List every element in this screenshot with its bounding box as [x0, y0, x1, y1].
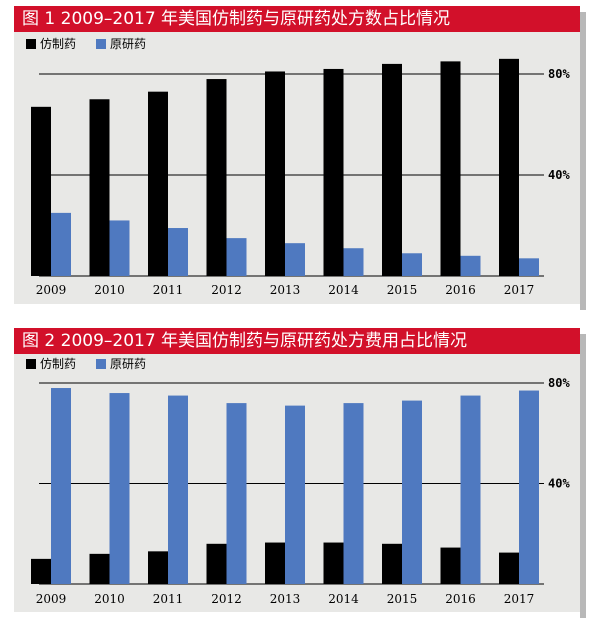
- bar-brand: [402, 253, 422, 276]
- x-tick-label: 2011: [153, 283, 184, 297]
- bar-generic: [206, 79, 227, 276]
- y-tick-label: 80%: [548, 376, 570, 390]
- page-shadow: [580, 12, 586, 310]
- bar-brand: [519, 390, 539, 584]
- x-tick-label: 2015: [387, 283, 418, 297]
- page-shadow: [580, 334, 586, 618]
- bar-generic: [440, 547, 461, 584]
- legend-label: 原研药: [110, 357, 146, 371]
- bar-generic: [206, 543, 227, 584]
- x-tick-label: 2016: [445, 592, 476, 606]
- legend-swatch: [96, 39, 106, 49]
- y-tick-label: 40%: [548, 477, 570, 491]
- bar-generic: [499, 58, 519, 276]
- bar-brand: [226, 403, 247, 584]
- bar-generic: [265, 542, 285, 584]
- x-tick-label: 2014: [328, 592, 359, 606]
- bar-brand: [109, 220, 130, 276]
- bar-generic: [382, 63, 402, 277]
- legend-swatch: [26, 39, 36, 49]
- bar-brand: [168, 228, 188, 276]
- bar-brand: [460, 395, 481, 584]
- bar-brand: [109, 393, 130, 584]
- bar-generic: [89, 99, 110, 276]
- legend-label: 原研药: [110, 37, 146, 51]
- bar-brand: [343, 403, 364, 584]
- y-tick-label: 40%: [548, 168, 570, 182]
- x-tick-label: 2013: [270, 592, 301, 606]
- bar-generic: [382, 543, 402, 584]
- figure-1: 图 1 2009–2017 年美国仿制药与原研药处方数占比情况 40% 80% 仿制…: [14, 6, 580, 304]
- figure-2: 图 2 2009–2017 年美国仿制药与原研药处方费用占比情况 40% 80% 仿…: [14, 328, 580, 612]
- y-tick-label: 80%: [548, 67, 570, 81]
- x-tick-label: 2009: [36, 283, 67, 297]
- bar-generic: [323, 542, 344, 584]
- bar-brand: [460, 255, 481, 276]
- x-tick-label: 2010: [94, 283, 125, 297]
- legend-swatch: [26, 359, 36, 369]
- x-tick-label: 2012: [211, 283, 242, 297]
- bar-generic: [148, 551, 168, 584]
- x-tick-label: 2012: [211, 592, 242, 606]
- x-tick-label: 2013: [270, 283, 301, 297]
- bar-generic: [440, 61, 461, 276]
- x-tick-label: 2009: [36, 592, 67, 606]
- bar-brand: [226, 238, 247, 276]
- bar-brand: [168, 395, 188, 584]
- bar-brand: [519, 258, 539, 276]
- chart-title: 图 1 2009–2017 年美国仿制药与原研药处方数占比情况: [14, 6, 580, 32]
- bar-brand: [285, 405, 305, 584]
- bar-brand: [402, 400, 422, 584]
- bar-generic: [89, 553, 110, 584]
- bar-generic: [265, 71, 285, 276]
- bar-brand: [285, 243, 305, 276]
- chart-title: 图 2 2009–2017 年美国仿制药与原研药处方费用占比情况: [14, 328, 580, 354]
- bar-generic: [148, 91, 168, 276]
- bar-generic: [499, 552, 519, 584]
- bar-generic: [323, 68, 344, 276]
- legend-label: 仿制药: [40, 357, 76, 371]
- x-tick-label: 2017: [504, 592, 535, 606]
- chart-panel: 40% 80% 仿制药 原研药 2009 2010 2011 2012 2013 2014 2015…: [14, 354, 580, 612]
- x-tick-label: 2010: [94, 592, 125, 606]
- legend-label: 仿制药: [40, 37, 76, 51]
- bar-generic: [31, 106, 51, 276]
- x-tick-label: 2016: [445, 283, 476, 297]
- bar-generic: [31, 558, 51, 584]
- bar-chart-prescription-share: 40% 80% 仿制药 原研药 2009 2010 2011 2012 2013 2014 2015…: [26, 37, 570, 297]
- x-tick-label: 2014: [328, 283, 359, 297]
- bar-brand: [51, 212, 71, 276]
- bar-chart-cost-share: 40% 80% 仿制药 原研药 2009 2010 2011 2012 2013 2014 2015…: [26, 357, 570, 606]
- x-tick-label: 2017: [504, 283, 535, 297]
- bar-brand: [343, 248, 364, 276]
- legend-swatch: [96, 359, 106, 369]
- x-tick-label: 2015: [387, 592, 418, 606]
- x-tick-label: 2011: [153, 592, 184, 606]
- chart-panel: 40% 80% 仿制药 原研药 2009 2010 2011 2012 2013 2014 2015…: [14, 32, 580, 304]
- bar-brand: [51, 388, 71, 584]
